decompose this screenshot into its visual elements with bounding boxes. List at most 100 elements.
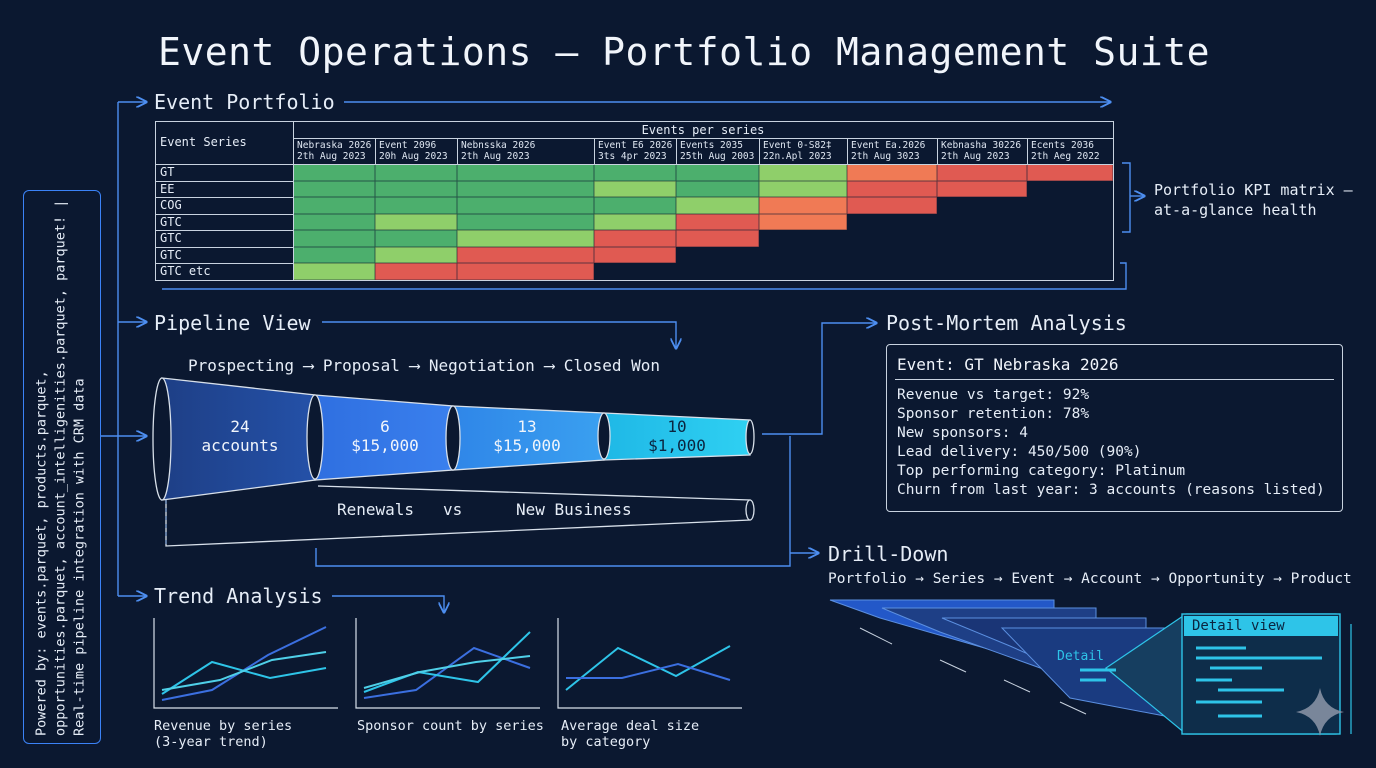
kpi-cell[interactable] <box>759 180 847 198</box>
stage-proposal: Proposal <box>322 356 400 375</box>
matrix-gridline <box>1027 138 1028 164</box>
event-date: 2th Aug 2023 <box>297 151 366 162</box>
segment-value: accounts <box>201 436 279 455</box>
kpi-cell[interactable] <box>457 164 594 181</box>
kpi-cell[interactable] <box>937 180 1027 198</box>
portfolio-kpi-matrix: Event Series Events per series Nebraska 20… <box>155 121 1114 281</box>
stage-arrow-icon: ⟶ <box>409 356 429 375</box>
kpi-cell[interactable] <box>375 263 457 280</box>
metric-line: Top performing category: Platinum <box>897 463 1186 479</box>
kpi-cell[interactable] <box>293 263 375 280</box>
kpi-cell[interactable] <box>457 197 594 214</box>
caption-line: (3-year trend) <box>154 734 268 750</box>
matrix-gridline <box>156 197 293 199</box>
series-row-label: GTC <box>160 247 182 262</box>
trend-caption-revenue: Revenue by series (3-year trend) <box>154 718 354 750</box>
kpi-cell[interactable] <box>847 197 937 214</box>
event-date: 22n.Apl 2023 <box>763 151 832 162</box>
kpi-cell[interactable] <box>676 213 759 231</box>
kpi-cell[interactable] <box>759 164 847 181</box>
matrix-gridline <box>759 138 760 164</box>
kpi-cell[interactable] <box>1027 164 1113 181</box>
detail-view-label: Detail view <box>1192 618 1285 634</box>
matrix-gridline <box>156 246 293 248</box>
series-column-header: Event Series <box>160 135 247 149</box>
post-mortem-divider <box>895 379 1334 380</box>
matrix-gridline <box>156 230 293 232</box>
matrix-annotation: Portfolio KPI matrix — at-a-glance healt… <box>1154 180 1353 220</box>
stage-arrow-icon: ⟶ <box>303 356 323 375</box>
event-date: 3ts 4pr 2023 <box>598 151 667 162</box>
data-source-panel <box>23 190 101 744</box>
event-column-header: Nebnsska 2026 2th Aug 2023 <box>461 140 535 162</box>
kpi-cell[interactable] <box>293 213 375 231</box>
kpi-cell[interactable] <box>847 180 937 198</box>
kpi-cell[interactable] <box>676 230 759 247</box>
matrix-gridline <box>594 138 595 164</box>
kpi-cell[interactable] <box>457 246 594 264</box>
caption-line: Average deal size <box>561 718 700 734</box>
stage-negotiation: Negotiation <box>428 356 535 375</box>
trend-chart-revenue <box>153 618 338 709</box>
kpi-cell[interactable] <box>676 180 759 198</box>
metric-line: New sponsors: 4 <box>897 425 1028 441</box>
kpi-cell[interactable] <box>594 246 676 264</box>
kpi-cell[interactable] <box>375 197 457 214</box>
renewals-label: Renewals <box>337 500 415 519</box>
kpi-cell[interactable] <box>676 164 759 181</box>
kpi-cell[interactable] <box>457 263 594 280</box>
segment-label-closed-won: 10 $1,000 <box>632 417 722 455</box>
series-row-label: GTC <box>160 231 182 246</box>
trend-line <box>161 651 327 691</box>
kpi-cell[interactable] <box>847 164 937 181</box>
kpi-cell[interactable] <box>375 180 457 198</box>
kpi-cell[interactable] <box>759 213 847 231</box>
kpi-cell[interactable] <box>375 164 457 181</box>
series-row-label: GTC etc <box>160 264 211 279</box>
event-name: Event 2096 <box>379 140 437 151</box>
kpi-cell[interactable] <box>676 197 759 214</box>
matrix-gridline <box>156 263 293 265</box>
page-title: Event Operations — Portfolio Management … <box>158 30 1211 74</box>
post-mortem-event-title: Event: GT Nebraska 2026 <box>897 355 1119 374</box>
matrix-annotation-line1: Portfolio KPI matrix — <box>1154 181 1353 199</box>
kpi-cell[interactable] <box>457 213 594 231</box>
kpi-cell[interactable] <box>293 180 375 198</box>
kpi-cell[interactable] <box>375 213 457 231</box>
trend-chart-deal-size <box>557 618 742 709</box>
event-name: Event E6 2026 <box>598 140 673 151</box>
event-name: Event Ea.2026 <box>851 140 926 151</box>
metric-line: Churn from last year: 3 accounts (reason… <box>897 482 1325 498</box>
kpi-cell[interactable] <box>594 164 676 181</box>
matrix-gridline <box>676 138 677 164</box>
kpi-cell[interactable] <box>375 230 457 247</box>
metric-line: Lead delivery: 450/500 (90%) <box>897 444 1142 460</box>
caption-line: by category <box>561 734 651 750</box>
kpi-cell[interactable] <box>457 180 594 198</box>
kpi-cell[interactable] <box>594 230 676 247</box>
kpi-cell[interactable] <box>937 164 1027 181</box>
kpi-cell[interactable] <box>594 197 676 214</box>
segment-label-proposal: 6 $15,000 <box>340 417 430 455</box>
kpi-cell[interactable] <box>594 180 676 198</box>
kpi-cell[interactable] <box>457 230 594 247</box>
kpi-cell[interactable] <box>293 246 375 264</box>
kpi-cell[interactable] <box>594 213 676 231</box>
segment-count: 6 <box>380 417 390 436</box>
matrix-gridline <box>293 122 294 280</box>
kpi-cell[interactable] <box>375 246 457 264</box>
segment-value: $15,000 <box>493 436 561 455</box>
caption-line: Sponsor count by series <box>357 718 544 734</box>
kpi-cell[interactable] <box>293 197 375 214</box>
metric-line: Revenue vs target: 92% <box>897 387 1090 403</box>
kpi-cell[interactable] <box>759 197 847 214</box>
drill-down-heading: Drill-Down <box>828 542 949 566</box>
kpi-cell[interactable] <box>293 230 375 247</box>
series-row-label: GT <box>160 165 175 179</box>
kpi-cell[interactable] <box>293 164 375 181</box>
sparkle-icon <box>1296 688 1344 736</box>
event-date: 20h Aug 2023 <box>379 151 448 162</box>
